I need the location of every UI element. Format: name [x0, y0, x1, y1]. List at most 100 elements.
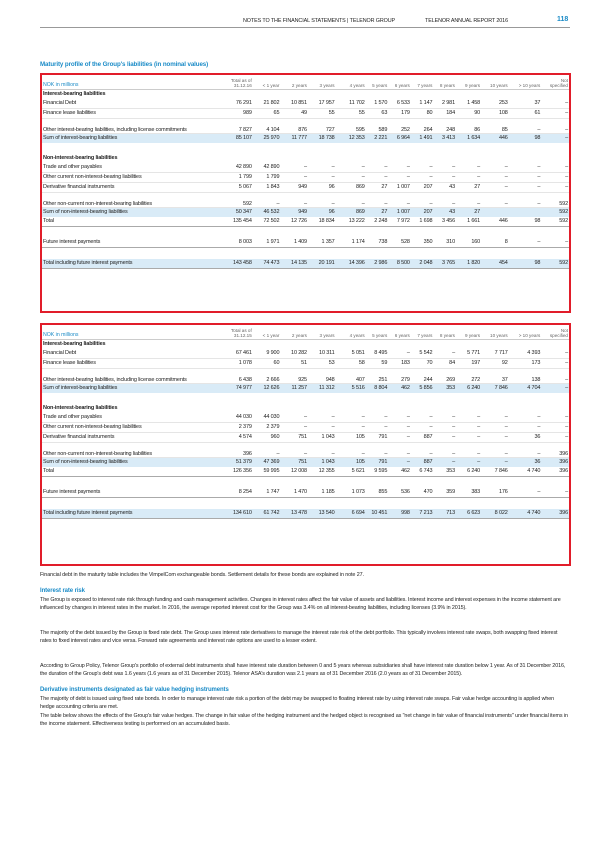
table-row: Finance lease liabilities 1 078 60 51 53 58 59…: [42, 358, 569, 369]
cell-value: –: [481, 182, 509, 193]
cell-value: –: [508, 118, 542, 134]
cell-value: –: [541, 182, 569, 193]
cell-value: –: [365, 412, 389, 423]
cell-value: –: [410, 162, 434, 173]
cell-value: 8 254: [217, 487, 253, 498]
cell-value: 43: [433, 182, 456, 193]
cell-value: 11 257: [280, 383, 308, 393]
cell-value: 2 221: [365, 133, 389, 143]
cell-value: 1 043: [307, 457, 336, 467]
table-row: Other interest-bearing liabilities, incl…: [42, 368, 569, 384]
cell-value: 396: [541, 466, 569, 477]
cell-value: 855: [365, 487, 389, 498]
cell-value: 67 461: [217, 348, 253, 359]
cell-value: –: [410, 172, 434, 183]
cell-value: 727: [307, 118, 336, 134]
cell-value: 5 856: [410, 383, 434, 393]
cell-value: 143 458: [217, 258, 253, 269]
cell-value: 51 379: [217, 457, 253, 467]
table-row: Future interest payments 8 254 1 747 1 470 1…: [42, 487, 569, 498]
cell-value: 3 456: [433, 216, 456, 227]
cell-value: 36: [508, 432, 542, 443]
cell-value: 6 240: [455, 466, 482, 477]
row-label: Future interest payments: [42, 487, 218, 498]
table-row: Sum of interest-bearing liabilities 85 10…: [42, 133, 569, 143]
cell-value: –: [508, 442, 542, 458]
cell-value: 2 666: [252, 368, 281, 384]
table-row: Total 135 454 72 502 12 726 18 834 13 222 2 24…: [42, 216, 569, 227]
table-2016: NOK in millions Total as of 31.12.16 < 1 y…: [42, 75, 569, 269]
cell-value: –: [388, 457, 411, 467]
cell-value: –: [280, 172, 308, 183]
cell-value: 960: [252, 432, 281, 443]
cell-value: –: [388, 172, 411, 183]
column-header: > 10 years: [518, 83, 541, 88]
table-row: Other non-current non-interest-bearing l…: [42, 192, 569, 208]
column-header: Total as of 31.12.16: [230, 77, 252, 89]
interest-rate-risk-title: Interest rate risk: [40, 588, 85, 594]
table-row: Trade and other payables 44 030 44 030– – – –…: [42, 412, 569, 423]
column-header: 8 years: [439, 83, 455, 88]
cell-value: 1 747: [252, 487, 281, 498]
cell-value: 876: [280, 118, 308, 134]
interest-rate-risk-p3: According to Group Policy, Telenor Group…: [40, 663, 566, 678]
cell-value: 6 694: [335, 508, 366, 519]
column-header: 10 years: [490, 83, 508, 88]
cell-value: 18 738: [307, 133, 336, 143]
column-header: 10 years: [490, 333, 508, 338]
cell-value: 8 495: [365, 348, 389, 359]
cell-value: 1 661: [455, 216, 482, 227]
cell-value: –: [508, 412, 542, 423]
row-label: Sum of non-interest-bearing liabilities: [42, 457, 218, 467]
cell-value: 2 248: [365, 216, 389, 227]
cell-value: –: [541, 432, 569, 443]
cell-value: 59: [365, 358, 389, 369]
cell-value: –: [307, 162, 336, 173]
cell-value: –: [410, 442, 434, 458]
cell-value: 269: [433, 368, 456, 384]
cell-value: 5 516: [335, 383, 366, 393]
column-header: 3 years: [319, 333, 335, 338]
cell-value: 7 846: [481, 466, 509, 477]
cell-value: –: [388, 422, 411, 433]
cell-value: 13 222: [335, 216, 366, 227]
cell-value: 12 626: [252, 383, 281, 393]
cell-value: 1 570: [365, 98, 389, 109]
cell-value: –: [433, 422, 456, 433]
cell-value: 80: [410, 108, 434, 119]
cell-value: 1 470: [280, 487, 308, 498]
cell-value: 1 843: [252, 182, 281, 193]
cell-value: 949: [280, 182, 308, 193]
cell-value: 12 355: [307, 466, 336, 477]
cell-value: 10 451: [365, 508, 389, 519]
cell-value: –: [280, 422, 308, 433]
column-header: 3 years: [319, 83, 335, 88]
cell-value: –: [335, 172, 366, 183]
table-row: Total 126 356 59 995 12 008 12 355 5 621 9 595…: [42, 466, 569, 477]
cell-value: –: [280, 442, 308, 458]
column-header: 9 years: [465, 83, 481, 88]
cell-value: 751: [280, 432, 308, 443]
cell-value: 253: [481, 98, 509, 109]
cell-value: 134 610: [217, 508, 253, 519]
unit-label: NOK in millions: [43, 82, 79, 88]
cell-value: 98: [508, 258, 542, 269]
column-header: 4 years: [349, 83, 365, 88]
cell-value: 96: [307, 182, 336, 193]
row-label: Finance lease liabilities: [42, 358, 218, 369]
cell-value: –: [307, 422, 336, 433]
cell-value: 207: [410, 182, 434, 193]
derivatives-p1: The majority of debt is issued using fix…: [40, 696, 555, 711]
cell-value: –: [481, 432, 509, 443]
cell-value: 6 623: [455, 508, 482, 519]
table-row: Total including future interest payments…: [42, 508, 569, 519]
cell-value: 8 022: [481, 508, 509, 519]
cell-value: –: [433, 432, 456, 443]
cell-value: 98: [508, 216, 542, 227]
cell-value: 10 282: [280, 348, 308, 359]
cell-value: 5 051: [335, 348, 366, 359]
column-header: Not specified: [549, 327, 568, 339]
cell-value: 7 846: [481, 383, 509, 393]
cell-value: 2 986: [365, 258, 389, 269]
cell-value: 12 008: [280, 466, 308, 477]
